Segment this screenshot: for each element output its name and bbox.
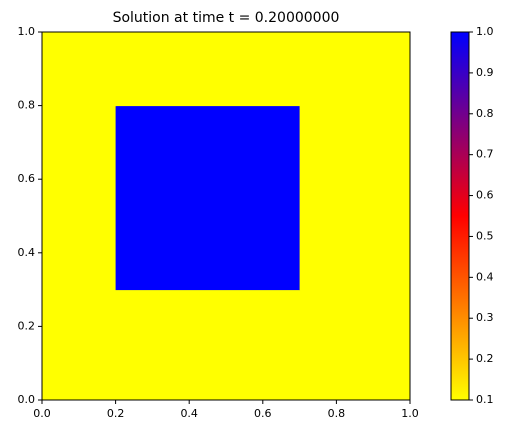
y-tick-label: 1.0 bbox=[18, 25, 36, 38]
y-tick-label: 0.4 bbox=[18, 246, 36, 259]
chart-title: Solution at time t = 0.20000000 bbox=[113, 10, 340, 26]
x-tick-label: 0.8 bbox=[328, 407, 346, 420]
y-tick-label: 0.8 bbox=[18, 99, 36, 112]
colorbar bbox=[450, 31, 470, 401]
heatmap-cell bbox=[115, 289, 301, 401]
x-tick-label: 0.2 bbox=[107, 407, 125, 420]
heatmap-cell bbox=[115, 32, 301, 107]
colorbar-tick-label: 0.7 bbox=[476, 148, 494, 161]
colorbar-tick-label: 1.0 bbox=[476, 25, 494, 38]
colorbar-tick-label: 0.9 bbox=[476, 66, 494, 79]
heatmap-cell bbox=[42, 32, 117, 107]
colorbar-tick-label: 0.5 bbox=[476, 229, 494, 242]
colorbar-tick-label: 0.3 bbox=[476, 311, 494, 324]
heatmap-cell bbox=[299, 105, 411, 291]
heatmap-cell bbox=[299, 32, 411, 107]
colorbar-tick-label: 0.8 bbox=[476, 107, 494, 120]
x-tick-label: 0.0 bbox=[33, 407, 51, 420]
x-tick-label: 0.4 bbox=[180, 407, 198, 420]
colorbar-tick-label: 0.4 bbox=[476, 270, 494, 283]
y-tick-label: 0.6 bbox=[18, 172, 36, 185]
axes-frame bbox=[41, 31, 411, 401]
x-tick-label: 1.0 bbox=[401, 407, 419, 420]
heatmap-cell bbox=[115, 105, 301, 291]
colorbar-tick-label: 0.6 bbox=[476, 189, 494, 202]
colorbar-tick-label: 0.1 bbox=[476, 393, 494, 406]
x-tick-label: 0.6 bbox=[254, 407, 272, 420]
y-tick-label: 0.0 bbox=[18, 393, 36, 406]
heatmap-cell bbox=[42, 289, 117, 401]
y-tick-label: 0.2 bbox=[18, 319, 36, 332]
heatmap-cell bbox=[299, 289, 411, 401]
colorbar-tick-label: 0.2 bbox=[476, 352, 494, 365]
heatmap-cell bbox=[42, 105, 117, 291]
